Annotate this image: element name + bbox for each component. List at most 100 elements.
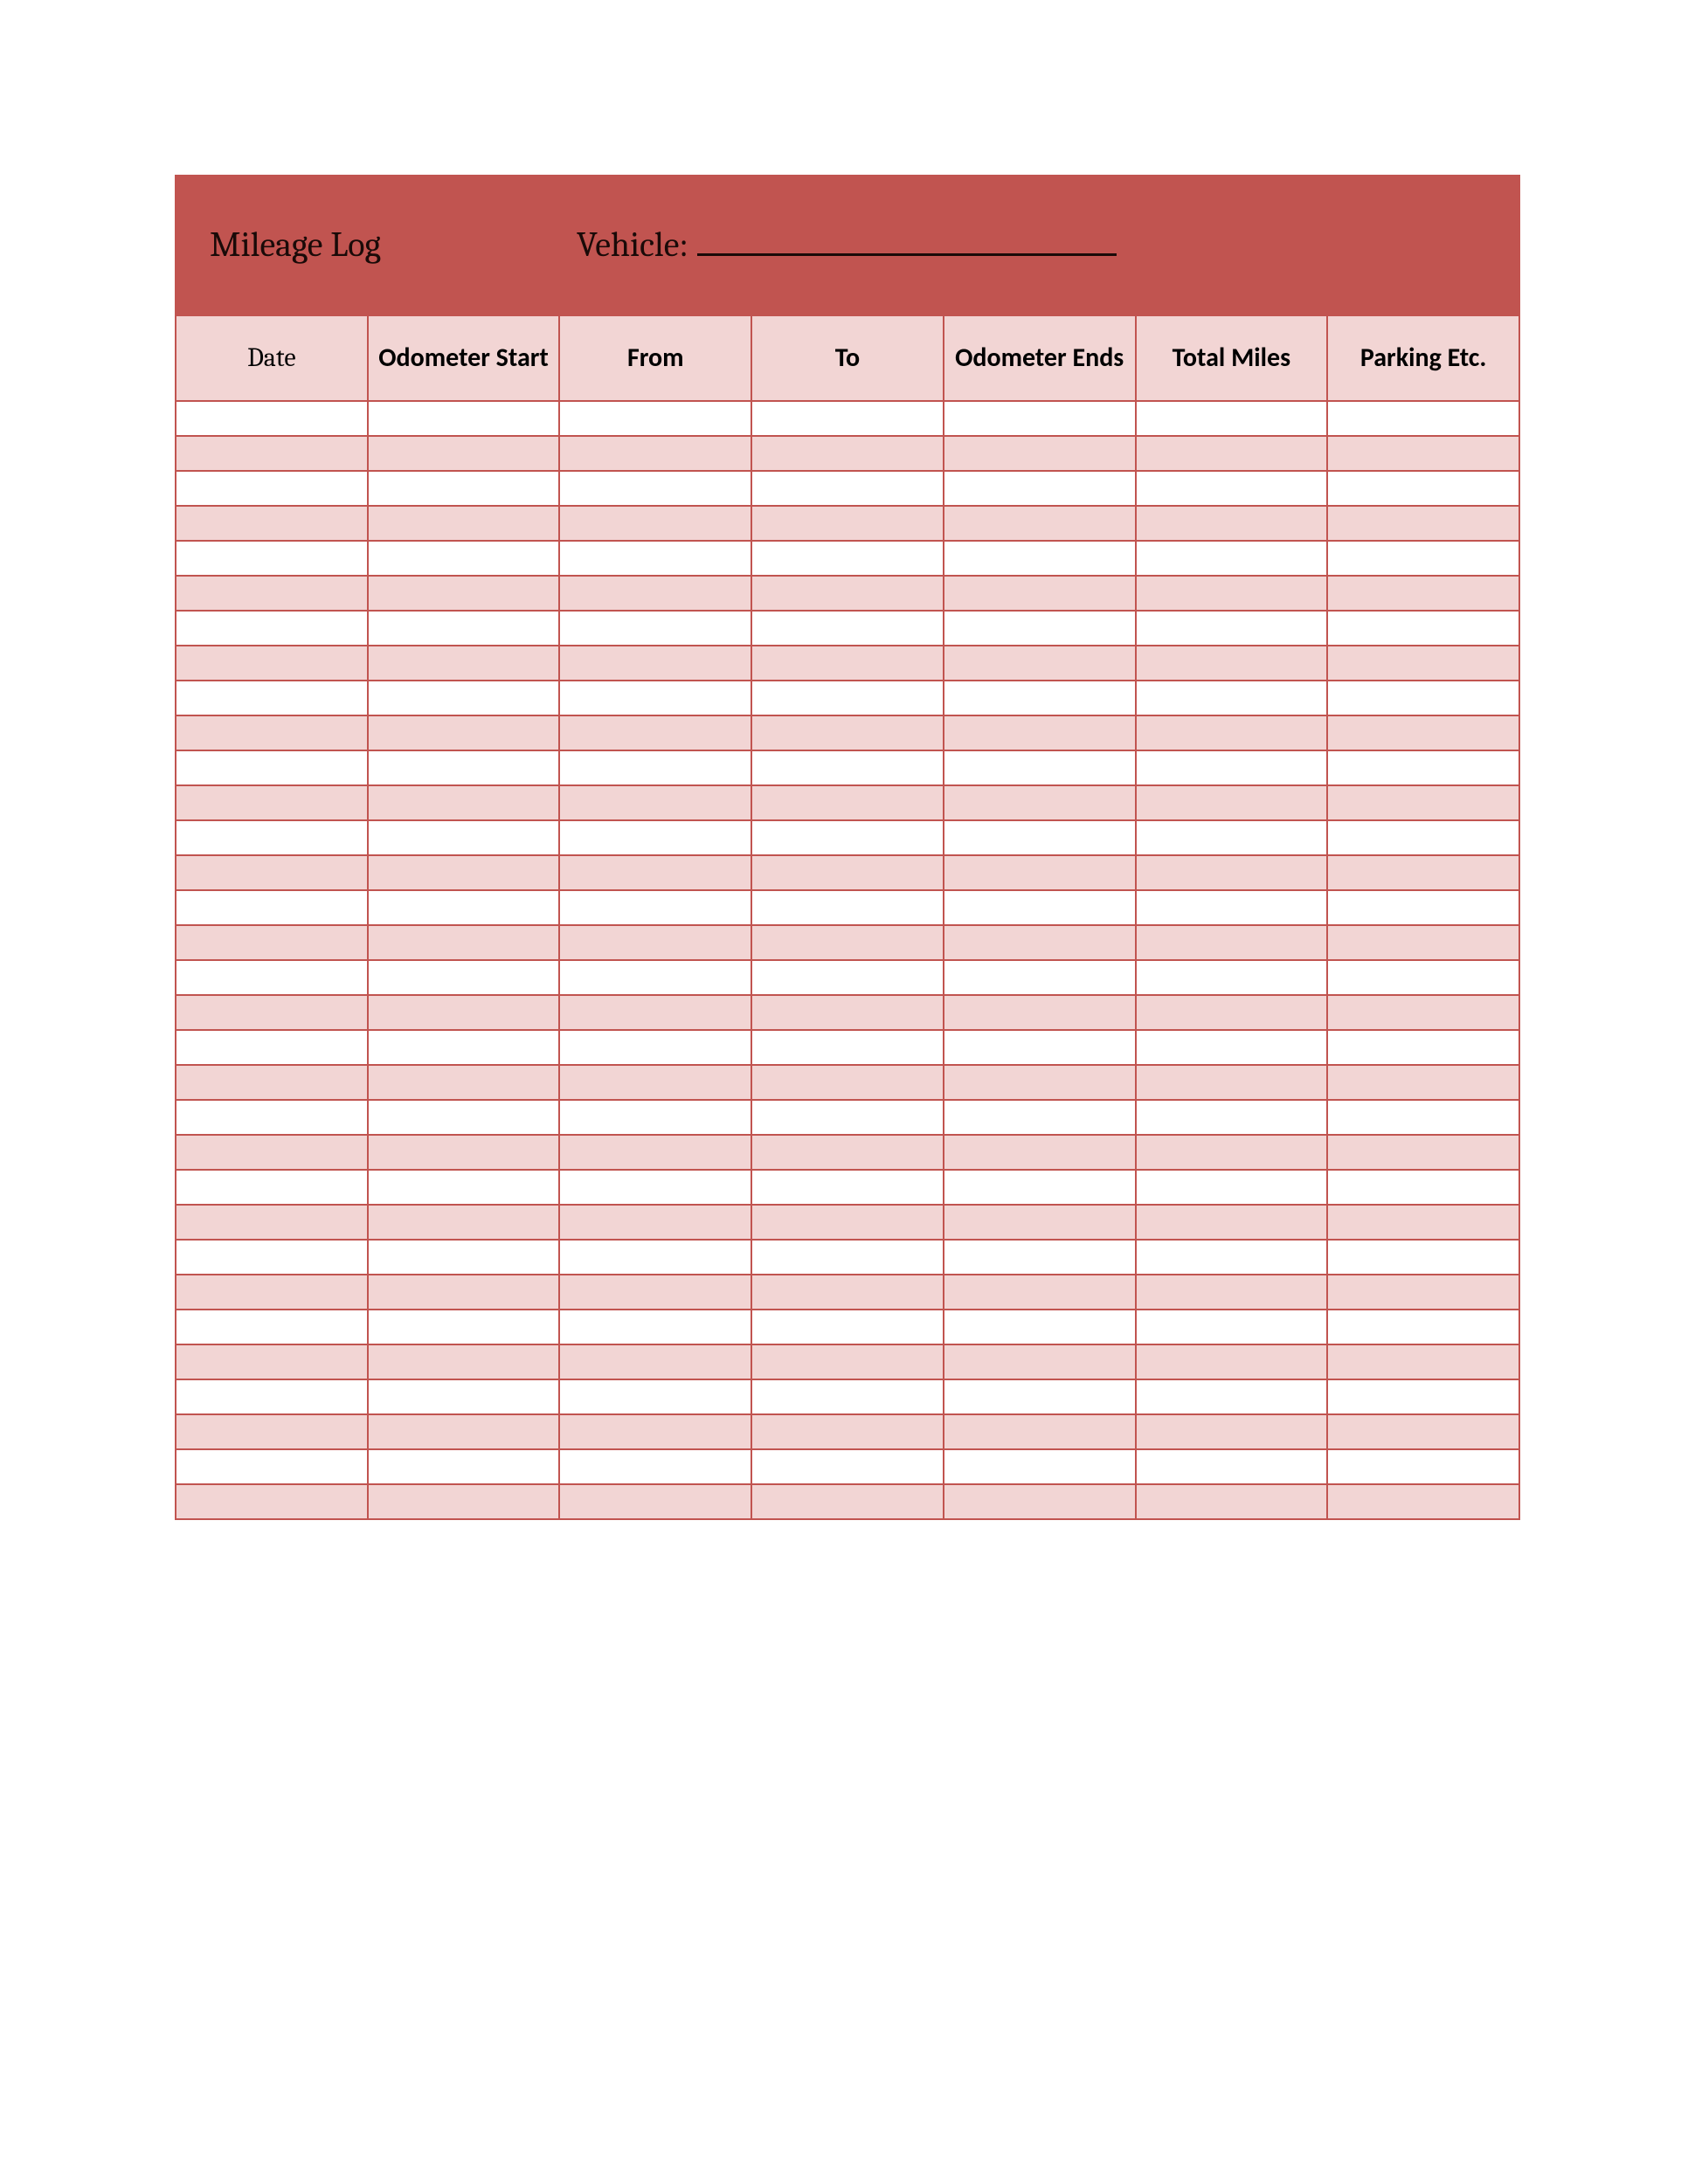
table-cell[interactable] <box>176 1135 368 1170</box>
table-cell[interactable] <box>944 681 1136 715</box>
table-cell[interactable] <box>176 1170 368 1205</box>
table-cell[interactable] <box>751 611 944 646</box>
table-cell[interactable] <box>1136 1414 1328 1449</box>
table-cell[interactable] <box>1327 1275 1519 1310</box>
table-cell[interactable] <box>1136 646 1328 681</box>
table-cell[interactable] <box>559 1275 751 1310</box>
table-cell[interactable] <box>368 1030 560 1065</box>
table-cell[interactable] <box>176 401 368 436</box>
table-cell[interactable] <box>368 646 560 681</box>
table-cell[interactable] <box>751 1030 944 1065</box>
table-cell[interactable] <box>944 471 1136 506</box>
table-cell[interactable] <box>176 1030 368 1065</box>
table-cell[interactable] <box>368 436 560 471</box>
table-cell[interactable] <box>368 995 560 1030</box>
table-cell[interactable] <box>368 1240 560 1275</box>
table-cell[interactable] <box>1136 1310 1328 1344</box>
table-cell[interactable] <box>1136 471 1328 506</box>
table-cell[interactable] <box>559 681 751 715</box>
table-cell[interactable] <box>751 1065 944 1100</box>
table-cell[interactable] <box>1136 715 1328 750</box>
table-cell[interactable] <box>368 1449 560 1484</box>
table-cell[interactable] <box>1136 1065 1328 1100</box>
table-cell[interactable] <box>944 1030 1136 1065</box>
table-cell[interactable] <box>368 1205 560 1240</box>
table-cell[interactable] <box>368 1065 560 1100</box>
table-cell[interactable] <box>368 785 560 820</box>
table-cell[interactable] <box>368 611 560 646</box>
table-cell[interactable] <box>751 820 944 855</box>
table-cell[interactable] <box>368 1100 560 1135</box>
table-cell[interactable] <box>368 1275 560 1310</box>
table-cell[interactable] <box>944 960 1136 995</box>
table-cell[interactable] <box>176 646 368 681</box>
table-cell[interactable] <box>176 960 368 995</box>
table-cell[interactable] <box>944 1240 1136 1275</box>
table-cell[interactable] <box>559 1065 751 1100</box>
table-cell[interactable] <box>1327 471 1519 506</box>
table-cell[interactable] <box>1327 611 1519 646</box>
table-cell[interactable] <box>559 611 751 646</box>
table-cell[interactable] <box>559 855 751 890</box>
table-cell[interactable] <box>559 646 751 681</box>
table-cell[interactable] <box>368 681 560 715</box>
table-cell[interactable] <box>1327 960 1519 995</box>
table-cell[interactable] <box>1327 995 1519 1030</box>
table-cell[interactable] <box>1327 1449 1519 1484</box>
table-cell[interactable] <box>751 506 944 541</box>
table-cell[interactable] <box>368 1379 560 1414</box>
table-cell[interactable] <box>1136 750 1328 785</box>
table-cell[interactable] <box>1136 995 1328 1030</box>
table-cell[interactable] <box>751 750 944 785</box>
table-cell[interactable] <box>176 506 368 541</box>
table-cell[interactable] <box>368 925 560 960</box>
table-cell[interactable] <box>751 541 944 576</box>
table-cell[interactable] <box>176 785 368 820</box>
table-cell[interactable] <box>944 1100 1136 1135</box>
table-cell[interactable] <box>751 471 944 506</box>
table-cell[interactable] <box>1327 1379 1519 1414</box>
table-cell[interactable] <box>1136 401 1328 436</box>
table-cell[interactable] <box>944 715 1136 750</box>
table-cell[interactable] <box>368 715 560 750</box>
table-cell[interactable] <box>176 1310 368 1344</box>
table-cell[interactable] <box>1327 401 1519 436</box>
table-cell[interactable] <box>1327 646 1519 681</box>
table-cell[interactable] <box>176 1414 368 1449</box>
table-cell[interactable] <box>751 436 944 471</box>
table-cell[interactable] <box>944 401 1136 436</box>
table-cell[interactable] <box>944 1449 1136 1484</box>
table-cell[interactable] <box>1136 681 1328 715</box>
table-cell[interactable] <box>1327 1170 1519 1205</box>
table-cell[interactable] <box>751 890 944 925</box>
table-cell[interactable] <box>559 1449 751 1484</box>
table-cell[interactable] <box>944 1065 1136 1100</box>
table-cell[interactable] <box>368 471 560 506</box>
table-cell[interactable] <box>1136 890 1328 925</box>
table-cell[interactable] <box>176 995 368 1030</box>
table-cell[interactable] <box>1327 1484 1519 1519</box>
table-cell[interactable] <box>176 890 368 925</box>
table-cell[interactable] <box>751 1135 944 1170</box>
table-cell[interactable] <box>1327 855 1519 890</box>
table-cell[interactable] <box>751 1310 944 1344</box>
table-cell[interactable] <box>559 995 751 1030</box>
table-cell[interactable] <box>1136 541 1328 576</box>
table-cell[interactable] <box>176 1100 368 1135</box>
table-cell[interactable] <box>1136 960 1328 995</box>
table-cell[interactable] <box>176 1449 368 1484</box>
table-cell[interactable] <box>1136 436 1328 471</box>
table-cell[interactable] <box>368 1310 560 1344</box>
table-cell[interactable] <box>944 436 1136 471</box>
table-cell[interactable] <box>1327 1030 1519 1065</box>
table-cell[interactable] <box>1136 576 1328 611</box>
table-cell[interactable] <box>751 1205 944 1240</box>
table-cell[interactable] <box>368 401 560 436</box>
table-cell[interactable] <box>1136 1344 1328 1379</box>
table-cell[interactable] <box>1327 785 1519 820</box>
table-cell[interactable] <box>559 750 751 785</box>
table-cell[interactable] <box>751 1449 944 1484</box>
table-cell[interactable] <box>176 541 368 576</box>
table-cell[interactable] <box>559 541 751 576</box>
table-cell[interactable] <box>176 855 368 890</box>
